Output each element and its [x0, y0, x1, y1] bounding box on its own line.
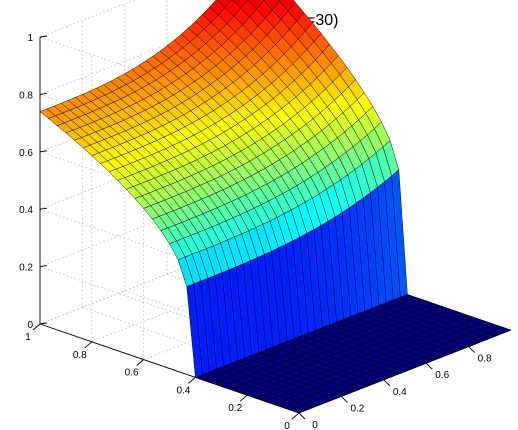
x-tick [341, 396, 348, 403]
y-tick [291, 412, 300, 420]
y-tick-label: 0 [284, 421, 290, 430]
y-tick [136, 359, 144, 366]
y-tick [84, 341, 93, 349]
x-tick-label: 0.4 [393, 387, 407, 398]
z-tick-label: 0.8 [19, 90, 33, 101]
z-tick-label: 0.4 [19, 205, 33, 216]
y-tick-label: 0.6 [125, 368, 139, 379]
z-tick [39, 322, 48, 325]
y-axis-line [39, 323, 300, 414]
z-tick-label: 0.6 [19, 148, 33, 159]
y-tick [188, 377, 196, 384]
z-tick [39, 265, 48, 268]
z-tick [39, 35, 48, 38]
y-tick-label: 0.8 [73, 350, 87, 361]
z-tick-label: 1 [27, 33, 33, 44]
x-axis-line [298, 329, 512, 414]
y-tick [239, 394, 248, 402]
axes [32, 35, 512, 420]
y-tick [32, 323, 41, 331]
surface-cell [278, 0, 281, 2]
side-wall-grid-z [39, 266, 300, 356]
x-tick [298, 412, 306, 420]
y-tick-label: 1 [25, 332, 31, 343]
z-tick [39, 92, 48, 95]
x-tick-label: 0.2 [350, 403, 364, 414]
x-tick [425, 362, 433, 370]
y-tick-label: 0.2 [228, 403, 242, 414]
side-wall-grid-z [39, 208, 300, 299]
x-tick-label: 0 [312, 420, 318, 430]
z-tick [39, 207, 48, 210]
z-tick-label: 0 [27, 320, 33, 331]
x-tick [383, 379, 391, 387]
x-tick [468, 346, 475, 353]
z-tick-label: 0.2 [19, 263, 33, 274]
x-tick-label: 0.6 [435, 370, 449, 381]
x-tick-label: 0.8 [478, 354, 492, 365]
tick-labels: 00.20.40.60.800.20.40.60.8100.20.40.60.8… [19, 33, 492, 430]
y-tick-label: 0.4 [176, 385, 190, 396]
surface-mesh [39, 0, 512, 414]
z-tick [39, 150, 48, 153]
